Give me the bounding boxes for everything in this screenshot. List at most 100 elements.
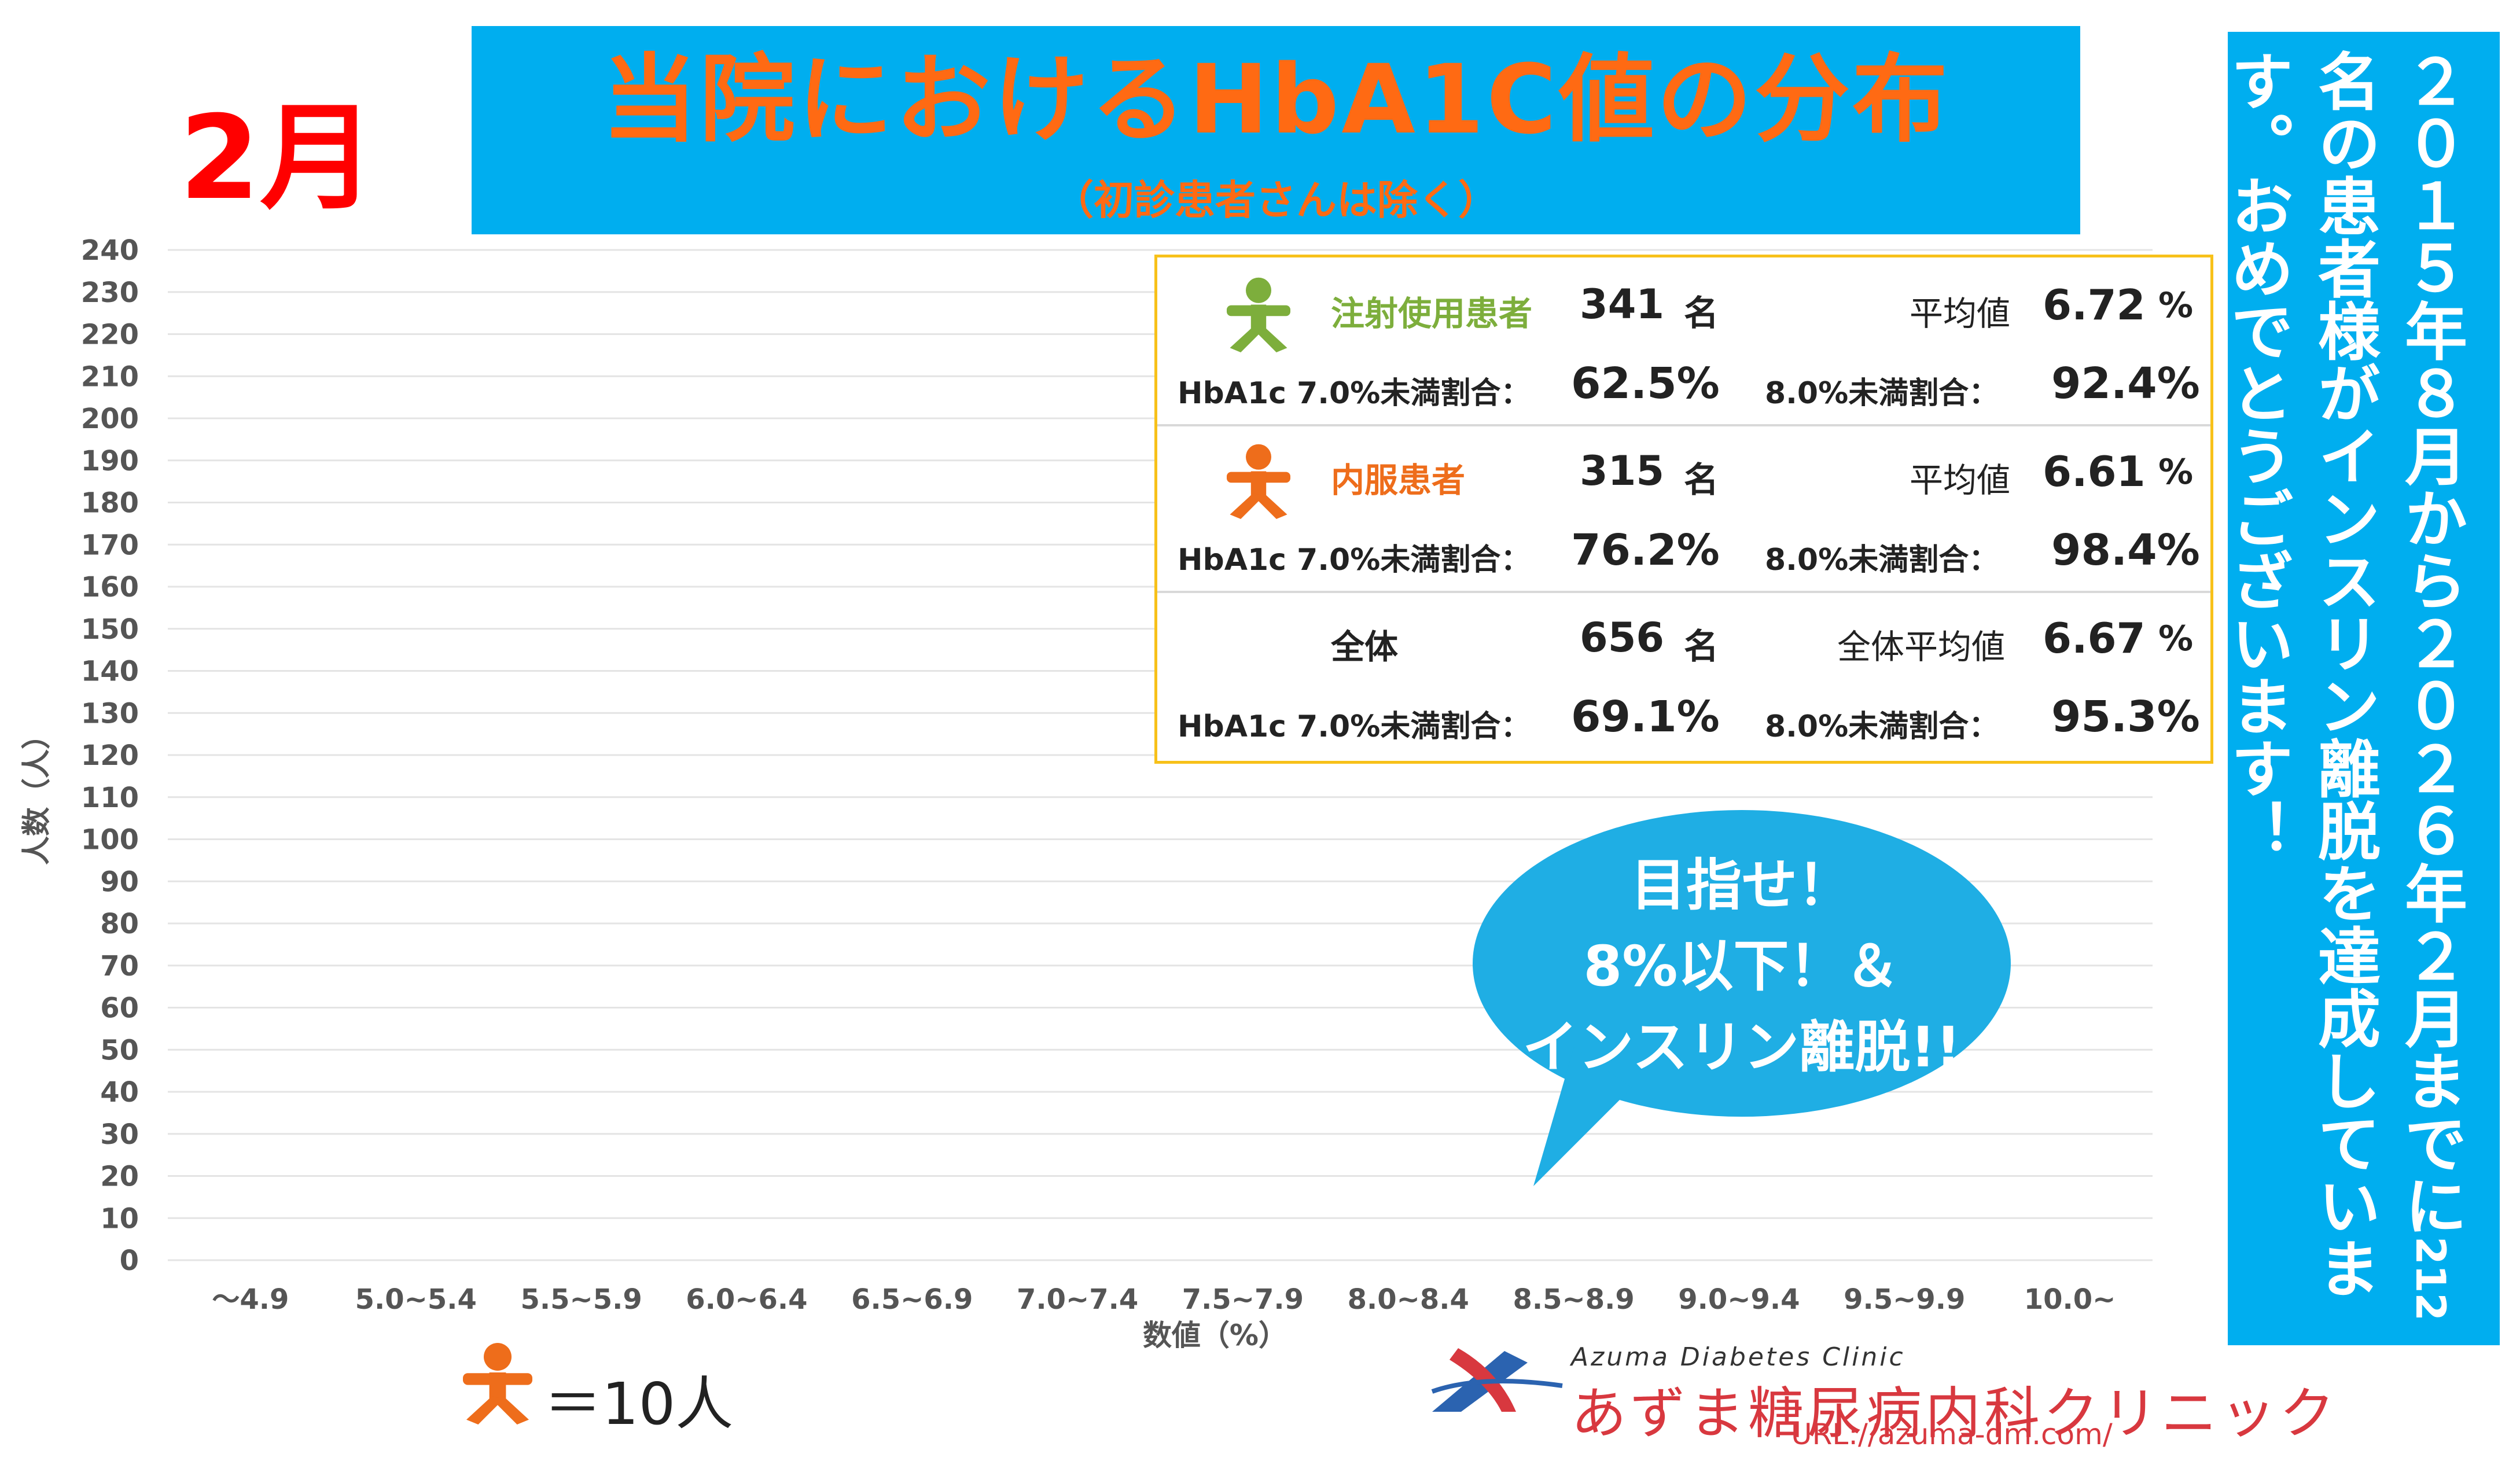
y-tick-label: 180 <box>81 487 139 520</box>
person-icon <box>1225 1181 1261 1223</box>
avg-unit: % <box>2158 285 2194 326</box>
person-icon <box>564 1021 599 1063</box>
y-tick-label: 240 <box>81 234 139 267</box>
person-icon <box>1059 1050 1095 1092</box>
person-icon <box>398 1247 434 1260</box>
count-unit: 名 <box>1684 460 1719 500</box>
callout-text: 目指せ！ 8%以下！＆ インスリン離脱!! <box>1487 845 1996 1088</box>
person-icon <box>729 634 764 675</box>
y-tick-label: 210 <box>81 360 139 393</box>
bar-segment <box>2052 1252 2088 1260</box>
y-tick-label: 20 <box>100 1161 139 1193</box>
clinic-name-jp: あずま糖尿病内科クリニック <box>1571 1381 2338 1446</box>
title-banner: 当院におけるHbA1C値の分布 （初診患者さんは除く） <box>472 26 2080 234</box>
bar-segment <box>564 881 599 1147</box>
person-icon <box>1059 848 1095 890</box>
y-tick-label: 110 <box>81 782 139 814</box>
person-icon <box>729 718 764 760</box>
summary-injection-section: 注射使用患者 341 名 平均値 6.72 % HbA1c 7.0%未満割合： … <box>1157 257 2210 426</box>
summary-oral-section: 内服患者 315 名 平均値 6.61 % HbA1c 7.0%未満割合： 76… <box>1157 424 2210 593</box>
person-icon <box>1059 806 1095 848</box>
under7-label: HbA1c 7.0%未満割合： <box>1178 709 1531 744</box>
callout-line: インスリン離脱!! <box>1522 1015 1961 1080</box>
bar-segment <box>1390 1252 1426 1260</box>
person-icon <box>1059 890 1095 932</box>
bar-segment <box>1556 1226 1591 1252</box>
person-icon <box>1059 974 1095 1017</box>
person-icon <box>1059 1092 1095 1134</box>
under7-value: 69.1% <box>1571 692 1720 742</box>
bar-segment <box>1390 1201 1426 1252</box>
x-tick-label: 6.5~6.9 <box>851 1283 973 1316</box>
person-icon <box>894 882 930 923</box>
person-icon <box>1059 1016 1095 1050</box>
person-icon <box>1390 1252 1426 1260</box>
person-icon <box>1059 1177 1095 1219</box>
x-tick-label: 9.0~9.4 <box>1678 1283 1800 1316</box>
group-label: 注射使用患者 <box>1331 294 1533 333</box>
avg-label: 全体平均値 <box>1837 627 2006 667</box>
clinic-name-en: Azuma Diabetes Clinic <box>1571 1342 1905 1372</box>
insulin-withdrawal-banner: ２０１５年８月から２０２６年２月までに212 名の患者様がインスリン離脱を達成して… <box>2221 32 2500 1345</box>
summary-table: 注射使用患者 341 名 平均値 6.72 % HbA1c 7.0%未満割合： … <box>1154 255 2213 764</box>
person-icon <box>894 1050 930 1092</box>
bar-segment <box>894 474 930 768</box>
y-tick-label: 130 <box>81 697 139 730</box>
person-icon <box>1390 1201 1426 1210</box>
callout-bubble <box>1473 810 2011 1186</box>
y-tick-label: 100 <box>81 824 139 856</box>
person-icon <box>894 798 930 840</box>
bar-segment <box>1886 1256 1922 1260</box>
under8-value: 95.3% <box>2051 692 2200 742</box>
under8-label: 8.0%未満割合： <box>1765 543 1999 577</box>
page-title: 当院におけるHbA1C値の分布 <box>602 44 1950 155</box>
person-icon <box>1059 734 1095 764</box>
person-icon <box>564 881 599 895</box>
group-label: 内服患者 <box>1331 461 1466 500</box>
person-icon <box>564 1063 599 1105</box>
clinic-url[interactable]: URL://azuma-dm.com/ <box>1791 1418 2113 1451</box>
person-icon <box>729 966 764 1008</box>
person-icon <box>1059 1219 1095 1260</box>
under8-value: 98.4% <box>2051 525 2200 575</box>
callout-line: 8%以下！＆ <box>1583 934 1900 999</box>
legend-person-icon <box>463 1343 532 1425</box>
page-subtitle: （初診患者さんは除く） <box>1053 176 1499 224</box>
y-axis-title: 人数（人） <box>20 720 53 865</box>
person-icon <box>1390 1210 1426 1252</box>
person-icon <box>1225 1062 1261 1096</box>
person-icon <box>894 767 930 797</box>
banner-text: 名の患者様がインスリン離脱を達成しています。おめでとうございます！ <box>2221 49 2380 1299</box>
person-icon <box>1059 1135 1095 1176</box>
count-unit: 名 <box>1684 293 1719 334</box>
person-icon <box>894 966 930 1008</box>
avg-label: 平均値 <box>1910 294 2011 333</box>
bar-segment <box>729 885 764 1260</box>
person-icon <box>729 924 764 966</box>
person-icon <box>894 516 930 558</box>
bar-segment <box>1225 1062 1261 1223</box>
y-tick-label: 190 <box>81 445 139 477</box>
banner-text: ２０１５年８月から２０２６年２月までに <box>2394 49 2467 1236</box>
x-tick-label: 5.5~5.9 <box>520 1283 642 1316</box>
x-tick-label: 8.5~8.9 <box>1513 1283 1634 1316</box>
group-count: 656 <box>1580 614 1665 661</box>
bar-segment <box>398 1247 434 1260</box>
y-tick-label: 90 <box>100 866 139 898</box>
person-icon <box>1721 1252 1757 1260</box>
person-icon <box>729 802 764 844</box>
avg-unit: % <box>2158 619 2194 659</box>
y-tick-label: 170 <box>81 529 139 561</box>
person-icon <box>398 1197 434 1206</box>
y-tick-label: 160 <box>81 571 139 603</box>
y-tick-label: 140 <box>81 656 139 688</box>
y-tick-label: 70 <box>100 950 139 982</box>
under8-value: 92.4% <box>2051 359 2200 408</box>
count-unit: 名 <box>1684 627 1719 667</box>
y-tick-label: 120 <box>81 739 139 772</box>
y-tick-label: 80 <box>100 908 139 940</box>
person-icon <box>1886 1256 1922 1260</box>
x-axis-title: 数値（%） <box>1143 1319 1287 1352</box>
person-icon <box>729 1135 764 1176</box>
person-icon <box>729 1008 764 1050</box>
